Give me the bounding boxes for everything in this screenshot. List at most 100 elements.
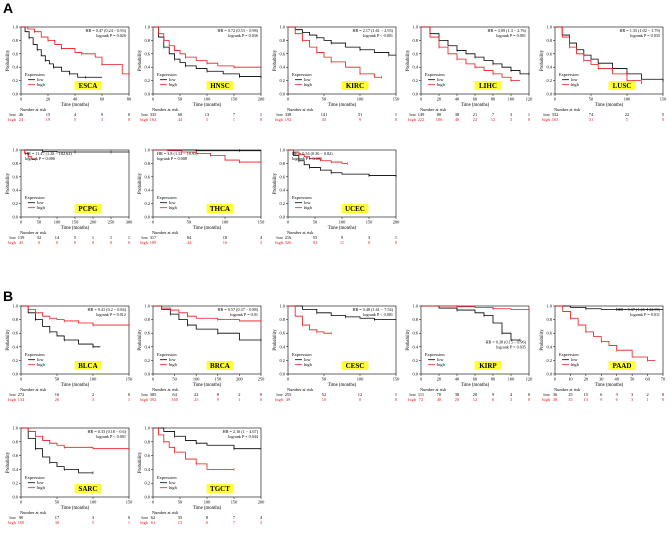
y-tick-label: 0.2 xyxy=(13,78,19,83)
y-tick-label: 0.0 xyxy=(413,372,419,377)
logrank-p: logrank P = 0.01 xyxy=(230,312,258,317)
risk-table-title: Number at risk xyxy=(554,387,581,392)
y-tick-label: 0.2 xyxy=(13,201,19,206)
y-tick-label: 0.4 xyxy=(145,65,151,70)
y-tick-label: 0.2 xyxy=(280,78,286,83)
risk-low-value: 32 xyxy=(37,235,41,240)
x-tick-label: 50 xyxy=(172,377,177,382)
risk-table-title: Number at risk xyxy=(287,107,314,112)
risk-high-value: 0 xyxy=(260,117,263,122)
risk-high-value: 134 xyxy=(18,397,25,402)
risk-low-value: 14 xyxy=(55,235,60,240)
x-tick-label: 150 xyxy=(231,500,238,505)
x-tick-label: 0 xyxy=(287,220,290,225)
legend-title: Expression xyxy=(157,475,177,480)
cancer-type-highlight xyxy=(206,361,234,370)
risk-high-value: 3 xyxy=(510,117,513,122)
risk-row-label-low: low xyxy=(141,235,148,240)
risk-low-value: 139 xyxy=(18,235,25,240)
logrank-p: logrank P = 0.001 xyxy=(496,33,526,38)
km-curve-high xyxy=(555,26,642,84)
risk-table-title: Number at risk xyxy=(20,510,47,515)
x-tick-label: 60 xyxy=(100,97,105,102)
x-tick-label: 200 xyxy=(393,220,400,225)
risk-low-value: 18 xyxy=(223,235,228,240)
legend-label-low: low xyxy=(169,357,176,362)
km-curve-low xyxy=(555,305,663,310)
plot-frame xyxy=(554,305,664,375)
cancer-type-highlight xyxy=(74,361,102,370)
risk-low-value: 0 xyxy=(128,515,131,520)
x-tick-label: 50 xyxy=(313,220,318,225)
hazard-ratio: HR = 3.8 (1.32 − 10.95) xyxy=(157,151,198,156)
y-tick-label: 0.6 xyxy=(280,331,286,336)
risk-high-value: 26 xyxy=(55,397,60,402)
y-tick-label: 1.0 xyxy=(13,25,19,30)
risk-low-value: 2 xyxy=(238,392,240,397)
risk-high-value: 1 xyxy=(646,397,648,402)
risk-high-value: 163 xyxy=(552,117,559,122)
legend-title: Expression xyxy=(292,195,312,200)
risk-row-label-high: high xyxy=(140,397,149,402)
risk-low-value: 338 xyxy=(285,112,292,117)
x-tick-label: 200 xyxy=(258,97,265,102)
cancer-type-highlight xyxy=(474,361,502,370)
cancer-type-label: SARC xyxy=(78,485,97,493)
legend-label-low: low xyxy=(437,357,444,362)
legend-label-high: high xyxy=(437,82,446,87)
risk-row-label-low: low xyxy=(9,112,16,117)
x-tick-label: 150 xyxy=(231,97,238,102)
y-tick-label: 0.0 xyxy=(145,495,151,500)
y-tick-label: 1.0 xyxy=(13,426,19,431)
y-tick-label: 1.0 xyxy=(280,304,286,309)
risk-row-label-low: low xyxy=(543,392,550,397)
y-tick-label: 0.8 xyxy=(13,38,19,43)
y-tick-label: 0.6 xyxy=(280,51,286,56)
hazard-ratio: HR = 0.41 (0.2 − 0.84) xyxy=(88,307,127,312)
x-tick-label: 20 xyxy=(437,377,442,382)
risk-low-value: 5 xyxy=(662,112,665,117)
y-tick-label: 0.4 xyxy=(145,467,151,472)
x-tick-label: 60 xyxy=(473,97,478,102)
risk-low-value: 3 xyxy=(368,235,371,240)
logrank-p: logrank P = 0.008 xyxy=(157,156,187,161)
risk-row-label-low: low xyxy=(409,112,416,117)
cancer-type-label: PCPG xyxy=(78,205,98,213)
plot-frame xyxy=(287,305,397,375)
x-tick-label: 200 xyxy=(258,500,265,505)
hazard-ratio: HR = 0.38 (0.15 − 0.96) xyxy=(485,339,526,344)
cancer-type-label: KIRC xyxy=(346,82,364,90)
y-tick-label: 0.0 xyxy=(13,372,19,377)
x-tick-label: 0 xyxy=(20,97,23,102)
x-axis-label: Time (months) xyxy=(595,103,624,108)
risk-low-value: 6 xyxy=(600,392,603,397)
y-axis-label: Probability xyxy=(6,329,11,351)
risk-low-value: 9 xyxy=(341,235,344,240)
risk-low-value: 4 xyxy=(510,392,513,397)
legend-label-high: high xyxy=(571,82,580,87)
x-tick-label: 150 xyxy=(126,500,133,505)
logrank-p: logrank P < 0.001 xyxy=(96,434,126,439)
risk-low-value: 3 xyxy=(631,392,634,397)
risk-table-title: Number at risk xyxy=(287,387,314,392)
x-tick-label: 200 xyxy=(236,377,243,382)
risk-high-value: 0 xyxy=(74,240,77,245)
risk-high-value: 169 xyxy=(18,520,25,525)
x-tick-label: 150 xyxy=(215,377,222,382)
x-tick-label: 150 xyxy=(258,220,265,225)
risk-high-value: 192 xyxy=(285,117,292,122)
risk-high-value: 9 xyxy=(359,117,362,122)
risk-low-value: 2 xyxy=(646,392,648,397)
km-chart-kirc: 0.0 0.2 0.4 0.6 0.8 1.0 0 50 100 150 Time (months)… xyxy=(273,25,400,123)
risk-high-value: 0 xyxy=(528,117,531,122)
x-tick-label: 0 xyxy=(152,220,155,225)
y-tick-label: 1.0 xyxy=(145,304,151,309)
risk-low-value: 74 xyxy=(589,112,594,117)
risk-row-label-high: high xyxy=(140,117,149,122)
risk-high-value: 19 xyxy=(46,117,51,122)
risk-low-value: 16 xyxy=(55,392,60,397)
risk-row-label-high: high xyxy=(275,240,284,245)
cancer-type-highlight xyxy=(206,81,234,90)
risk-low-value: 4 xyxy=(74,112,77,117)
